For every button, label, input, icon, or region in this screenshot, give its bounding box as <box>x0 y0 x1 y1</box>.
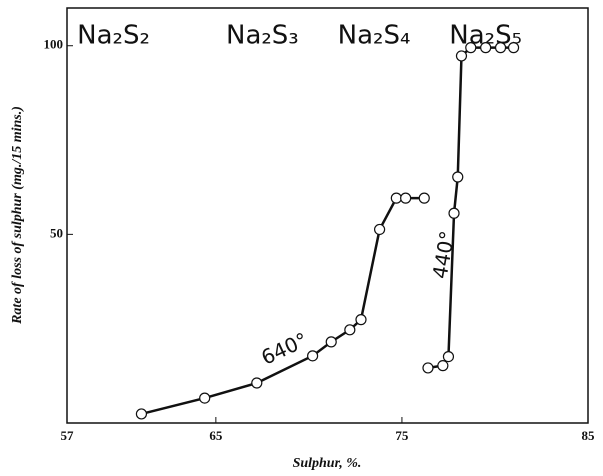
data-point <box>325 336 337 348</box>
series-line <box>427 46 514 370</box>
data-point <box>465 42 477 54</box>
x-tick-label: 75 <box>395 428 409 443</box>
plot-frame <box>66 7 589 424</box>
data-point <box>494 42 507 54</box>
data-point <box>452 171 464 183</box>
x-tick-label: 85 <box>582 428 596 443</box>
data-point <box>437 360 449 372</box>
y-axis-label: Rate of loss of sulphur (mg./15 mins.) <box>10 106 25 325</box>
data-point <box>455 50 468 62</box>
x-axis-label: Sulphur, %. <box>293 456 362 471</box>
data-point <box>374 223 386 236</box>
data-point <box>135 408 148 420</box>
data-point <box>390 192 402 204</box>
compound-label: Na₂S₂ <box>77 21 150 51</box>
series-label: 640° <box>257 328 311 370</box>
compound-label: Na₂S₃ <box>226 21 299 51</box>
series-label: 440° <box>428 229 460 281</box>
data-point <box>344 324 356 336</box>
x-tick-label: 57 <box>61 428 75 443</box>
compound-label: Na₂S₄ <box>338 21 411 51</box>
data-point <box>251 377 263 389</box>
y-tick-label: 100 <box>44 37 64 52</box>
data-point <box>480 42 492 54</box>
data-point <box>507 42 520 54</box>
data-point <box>355 314 367 326</box>
data-point <box>400 192 412 204</box>
data-point <box>448 207 460 219</box>
x-tick-label: 65 <box>209 428 223 443</box>
y-tick-label: 50 <box>50 225 63 240</box>
data-point <box>422 362 434 374</box>
data-point <box>442 351 455 363</box>
data-point <box>418 192 430 204</box>
data-point <box>199 392 211 404</box>
data-point <box>307 350 319 362</box>
